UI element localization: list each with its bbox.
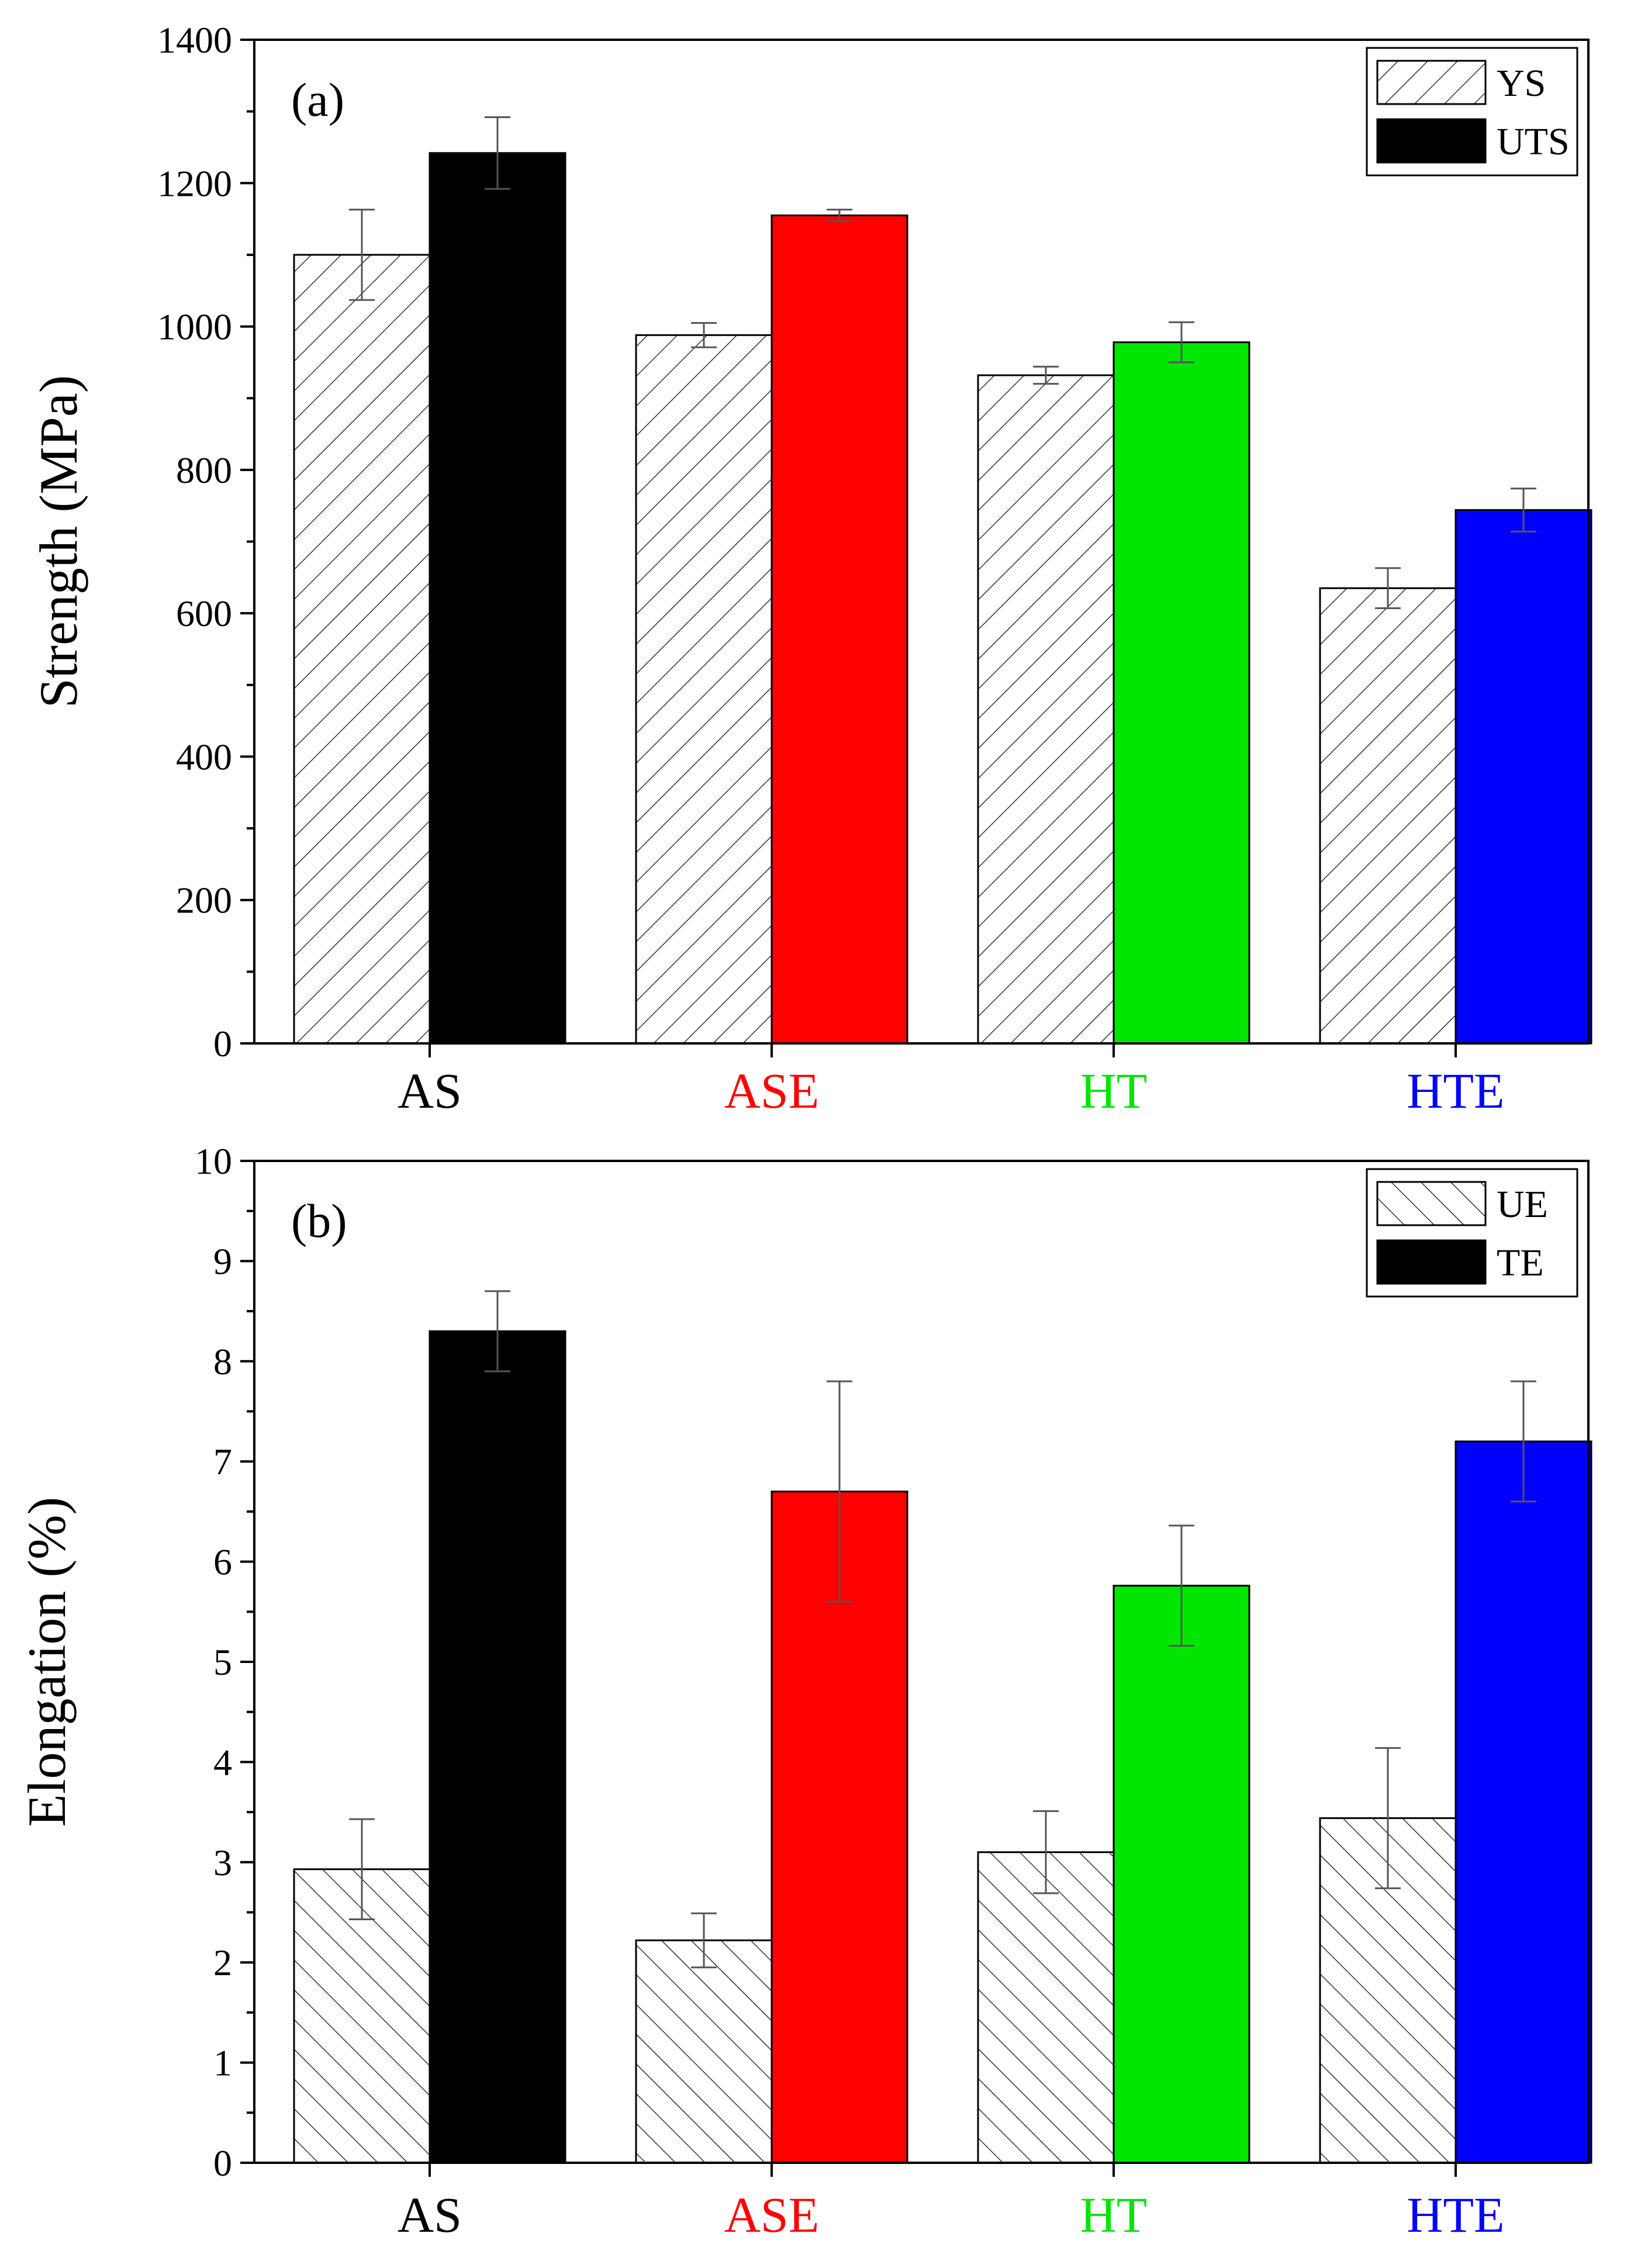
bar-uts-hte bbox=[1454, 509, 1592, 1045]
y-tick-label: 10 bbox=[195, 1140, 232, 1182]
legend-label-uts: UTS bbox=[1497, 120, 1570, 163]
bar-ys-ht bbox=[977, 374, 1115, 1045]
y-tick-label: 1000 bbox=[157, 306, 232, 348]
y-tick-label: 0 bbox=[213, 2142, 232, 2184]
y-tick-label: 800 bbox=[176, 450, 232, 491]
bar-ue-ht bbox=[977, 1851, 1115, 2164]
error-bar-te-ht bbox=[1169, 1524, 1194, 1647]
legend-label-ys: YS bbox=[1497, 62, 1546, 105]
bar-ys-as bbox=[293, 254, 431, 1045]
y-axis-title: Strength (MPa) bbox=[29, 375, 88, 708]
bar-ys-hte bbox=[1319, 587, 1457, 1045]
error-bar-ue-ht bbox=[1033, 1810, 1059, 1894]
error-bar-ue-ase bbox=[691, 1912, 717, 1969]
bar-uts-ase bbox=[771, 214, 908, 1045]
elongation-chart-panel: 0 1 2 3 4 5 6 7 8 9 10 AS ASE HT HTE (b) Elongation (%) U… bbox=[17, 1140, 1592, 2243]
x-category-label-hte: HTE bbox=[1407, 1063, 1504, 1119]
y-tick-label: 600 bbox=[176, 593, 232, 634]
bar-te-hte bbox=[1454, 1440, 1592, 2164]
legend: UE TE bbox=[1366, 1168, 1578, 1298]
x-category-label-ase: ASE bbox=[724, 1063, 819, 1119]
legend-swatch-ys bbox=[1376, 60, 1487, 105]
bar-ys-ase bbox=[635, 334, 773, 1045]
error-bar-te-hte bbox=[1511, 1380, 1536, 1503]
x-category-label-ht: HT bbox=[1080, 2187, 1148, 2243]
error-bar-uts-hte bbox=[1511, 488, 1536, 533]
y-tick-label: 3 bbox=[213, 1842, 232, 1883]
error-bar-ys-as bbox=[349, 209, 375, 301]
error-bar-ue-as bbox=[349, 1818, 375, 1920]
bar-te-ht bbox=[1113, 1585, 1250, 2164]
y-tick-label: 5 bbox=[213, 1641, 232, 1683]
panel-label: (b) bbox=[291, 1194, 347, 1247]
error-bar-ys-hte bbox=[1375, 567, 1401, 610]
bar-te-ase bbox=[771, 1491, 908, 2164]
y-tick-label: 1 bbox=[213, 2042, 232, 2084]
legend-label-ue: UE bbox=[1497, 1183, 1548, 1226]
error-bar-uts-ht bbox=[1169, 321, 1194, 364]
y-tick-label: 7 bbox=[213, 1441, 232, 1482]
y-tick-label: 400 bbox=[176, 736, 232, 777]
y-tick-label: 2 bbox=[213, 1942, 232, 1983]
error-bar-uts-as bbox=[485, 116, 510, 190]
bar-uts-as bbox=[429, 152, 566, 1045]
error-bar-te-ase bbox=[827, 1380, 852, 1603]
error-bar-te-as bbox=[485, 1290, 510, 1372]
y-tick-label: 200 bbox=[176, 880, 232, 921]
legend: YS UTS bbox=[1366, 47, 1578, 177]
y-tick-label: 1400 bbox=[157, 19, 232, 61]
x-category-label-as: AS bbox=[398, 2187, 462, 2243]
error-bar-ue-hte bbox=[1375, 1747, 1401, 1889]
error-bar-ys-ase bbox=[691, 321, 717, 348]
legend-swatch-ue bbox=[1376, 1181, 1487, 1226]
legend-label-te: TE bbox=[1497, 1242, 1544, 1284]
bar-ue-ase bbox=[635, 1939, 773, 2164]
x-category-label-as: AS bbox=[398, 1063, 462, 1119]
y-axis-title: Elongation (%) bbox=[17, 1497, 77, 1827]
strength-chart-panel: 0 200 400 600 800 1000 1200 1400 AS ASE HT HTE (a) St… bbox=[29, 19, 1592, 1119]
legend-swatch-uts bbox=[1376, 118, 1487, 164]
error-bar-ys-ht bbox=[1033, 365, 1059, 385]
y-tick-label: 0 bbox=[213, 1023, 232, 1064]
x-category-label-ht: HT bbox=[1080, 1063, 1148, 1119]
legend-swatch-te bbox=[1376, 1239, 1487, 1285]
y-tick-label: 1200 bbox=[157, 163, 232, 204]
x-category-label-ase: ASE bbox=[724, 2187, 819, 2243]
bar-uts-ht bbox=[1113, 341, 1250, 1045]
panel-label: (a) bbox=[291, 73, 344, 126]
error-bar-uts-ase bbox=[827, 209, 852, 222]
x-category-label-hte: HTE bbox=[1407, 2187, 1504, 2243]
bar-te-as bbox=[429, 1330, 566, 2164]
y-tick-label: 8 bbox=[213, 1341, 232, 1382]
y-tick-label: 9 bbox=[213, 1240, 232, 1282]
y-tick-label: 4 bbox=[213, 1741, 232, 1783]
y-tick-label: 6 bbox=[213, 1541, 232, 1583]
